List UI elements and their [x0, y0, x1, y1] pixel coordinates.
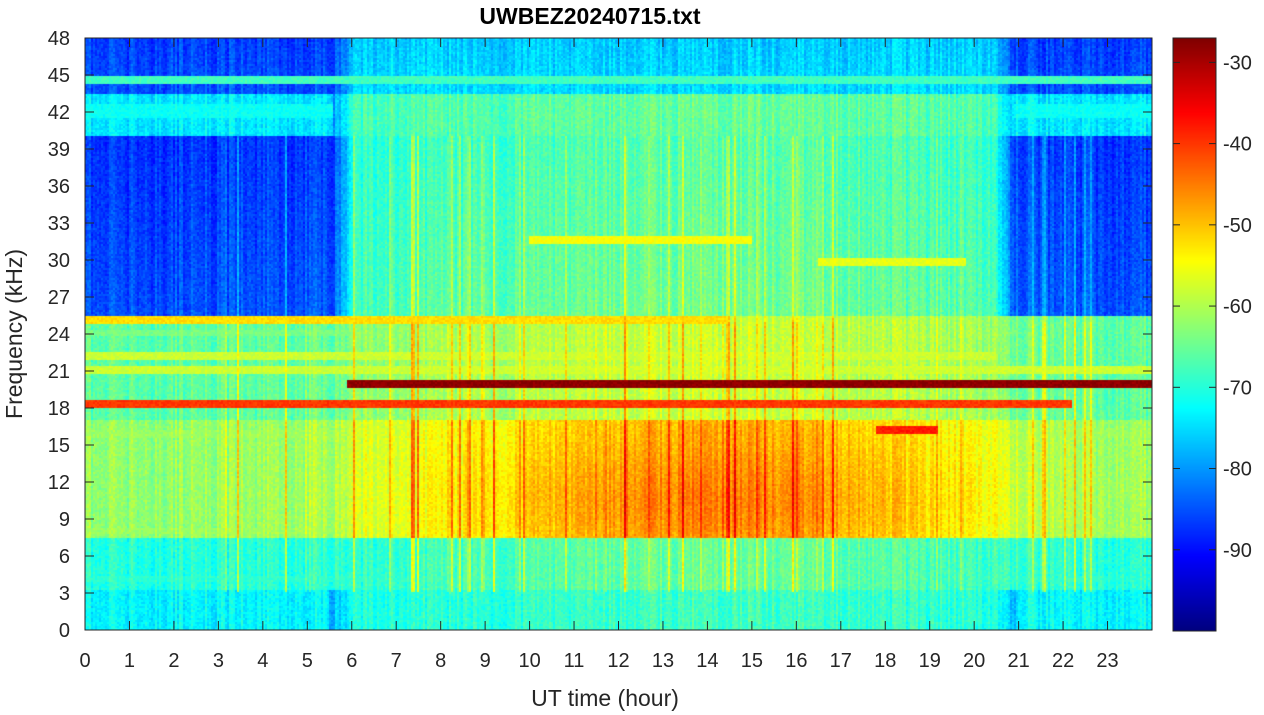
x-tick-label: 13: [652, 650, 674, 672]
colorbar-tick-label: -90: [1223, 540, 1252, 562]
x-tick-label: 6: [346, 650, 357, 672]
colorbar-tick-label: -60: [1223, 296, 1252, 318]
spectrogram-plot: [85, 38, 1152, 630]
x-tick-label: 18: [874, 650, 896, 672]
colorbar-frame: [1172, 37, 1217, 632]
colorbar-tick-label: -40: [1223, 134, 1252, 156]
x-tick-label: 8: [435, 650, 446, 672]
colorbar-tick-label: -70: [1223, 377, 1252, 399]
y-tick-label: 45: [48, 65, 70, 87]
x-tick-label: 5: [302, 650, 313, 672]
y-tick-label: 39: [48, 139, 70, 161]
y-tick-label: 12: [48, 472, 70, 494]
x-tick-label: 3: [213, 650, 224, 672]
x-tick-label: 14: [696, 650, 718, 672]
x-tick-label: 1: [124, 650, 135, 672]
y-tick-label: 42: [48, 102, 70, 124]
x-tick-label: 12: [607, 650, 629, 672]
colorbar-tick-label: -30: [1223, 52, 1252, 74]
y-tick-label: 24: [48, 324, 70, 346]
x-tick-label: 10: [518, 650, 540, 672]
x-axis-label: UT time (hour): [531, 685, 679, 711]
x-tick-label: 19: [919, 650, 941, 672]
y-tick-label: 6: [59, 546, 70, 568]
y-tick-label: 0: [59, 620, 70, 642]
chart-title: UWBEZ20240715.txt: [479, 3, 700, 29]
x-tick-label: 7: [391, 650, 402, 672]
x-tick-label: 0: [79, 650, 90, 672]
x-tick-label: 22: [1052, 650, 1074, 672]
colorbar-tick-label: -80: [1223, 459, 1252, 481]
x-tick-label: 4: [257, 650, 268, 672]
y-tick-label: 18: [48, 398, 70, 420]
y-tick-label: 48: [48, 28, 70, 50]
y-axis-label: Frequency (kHz): [1, 249, 27, 419]
x-tick-label: 9: [480, 650, 491, 672]
y-tick-label: 21: [48, 361, 70, 383]
x-tick-label: 2: [168, 650, 179, 672]
x-tick-label: 11: [564, 650, 585, 672]
colorbar-axis: -30 -40 -50 -60 -70 -80 -90: [1173, 52, 1252, 562]
x-tick-label: 20: [963, 650, 985, 672]
x-axis: 0 1 2 3 4 5 6 7 8 9 10 11 12 13 14 15 16 17 18 19 20 21 22 23: [79, 38, 1119, 672]
x-tick-label: 17: [830, 650, 852, 672]
x-tick-label: 21: [1008, 650, 1030, 672]
y-tick-label: 30: [48, 250, 70, 272]
colorbar-tick-label: -50: [1223, 215, 1252, 237]
y-tick-label: 33: [48, 213, 70, 235]
y-tick-label: 3: [59, 583, 70, 605]
y-tick-label: 15: [48, 435, 70, 457]
y-tick-label: 27: [48, 287, 70, 309]
colorbar: [1173, 38, 1216, 631]
x-tick-label: 16: [785, 650, 807, 672]
x-tick-label: 23: [1096, 650, 1118, 672]
y-tick-label: 36: [48, 176, 70, 198]
x-tick-label: 15: [741, 650, 763, 672]
y-tick-label: 9: [59, 509, 70, 531]
